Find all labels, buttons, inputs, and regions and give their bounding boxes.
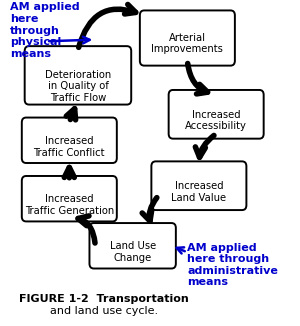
FancyBboxPatch shape bbox=[22, 176, 117, 221]
Text: Land Use
Change: Land Use Change bbox=[110, 242, 156, 263]
Text: and land use cycle.: and land use cycle. bbox=[50, 305, 158, 316]
Text: Deterioration
in Quality of
Traffic Flow: Deterioration in Quality of Traffic Flow bbox=[45, 69, 111, 103]
FancyBboxPatch shape bbox=[22, 118, 117, 163]
Text: FIGURE 1-2  Transportation: FIGURE 1-2 Transportation bbox=[19, 294, 189, 304]
FancyBboxPatch shape bbox=[89, 223, 176, 269]
Text: Increased
Traffic Generation: Increased Traffic Generation bbox=[25, 194, 114, 216]
FancyBboxPatch shape bbox=[152, 161, 246, 210]
Text: AM applied
here through
administrative
means: AM applied here through administrative m… bbox=[188, 243, 278, 287]
Text: Increased
Land Value: Increased Land Value bbox=[171, 181, 226, 203]
FancyBboxPatch shape bbox=[140, 10, 235, 66]
FancyBboxPatch shape bbox=[25, 46, 131, 105]
Text: Arterial
Improvements: Arterial Improvements bbox=[152, 33, 223, 54]
Text: Increased
Traffic Conflict: Increased Traffic Conflict bbox=[34, 136, 105, 157]
FancyBboxPatch shape bbox=[169, 90, 264, 139]
Text: Increased
Accessibility: Increased Accessibility bbox=[185, 110, 247, 131]
Text: AM applied
here
through
physical
means: AM applied here through physical means bbox=[10, 2, 80, 59]
